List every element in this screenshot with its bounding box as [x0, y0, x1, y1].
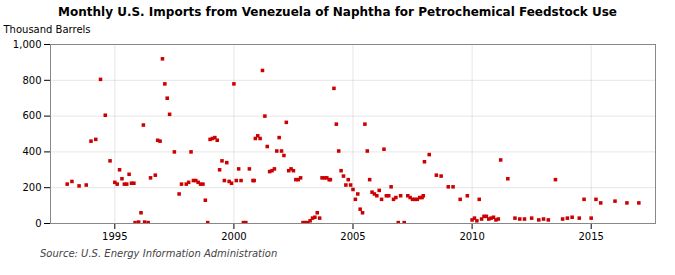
svg-text:2010: 2010	[459, 231, 484, 242]
svg-text:0: 0	[35, 218, 41, 229]
svg-text:2015: 2015	[578, 231, 603, 242]
svg-text:800: 800	[22, 75, 41, 86]
svg-text:400: 400	[22, 146, 41, 157]
svg-text:1995: 1995	[102, 231, 127, 242]
svg-text:2000: 2000	[221, 231, 246, 242]
html-text:Monthly U.S. Imports from Vene: Monthly U.S. Imports from Venezuela of N…	[58, 5, 617, 19]
svg-text:200: 200	[22, 182, 41, 193]
svg-text:1,000: 1,000	[13, 39, 42, 50]
svg-text:2005: 2005	[340, 231, 365, 242]
svg-text:Thousand Barrels: Thousand Barrels	[3, 24, 91, 35]
html-text:Source: U.S. Energy Informatio: Source: U.S. Energy Information Administ…	[40, 248, 278, 259]
svg-text:600: 600	[22, 110, 41, 121]
